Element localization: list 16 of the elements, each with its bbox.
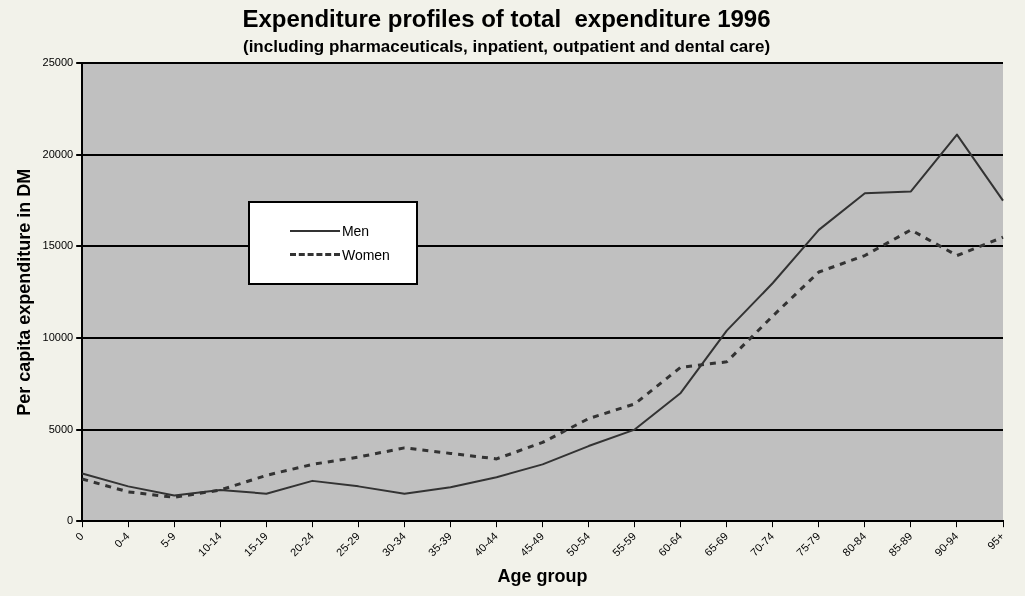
y-tick-label: 0 [67,514,74,527]
y-tick-label: 5000 [48,422,74,435]
chart-title: Expenditure profiles of total expenditure 1996 [242,5,771,33]
x-tick-label: 95+ [984,529,1007,552]
x-axis-title: Age group [497,566,588,587]
x-tick-label: 0 [72,529,86,543]
legend-label: Women [341,246,390,263]
y-axis-title: Per capita expenditure in DM [13,168,34,416]
y-tick-label: 15000 [42,239,74,252]
legend-label: Men [341,222,370,239]
y-tick-label: 20000 [42,147,74,160]
y-tick-label: 25000 [42,56,74,69]
x-tick-label: 5-9 [158,529,178,550]
y-tick-label: 10000 [42,331,74,344]
x-tick-label: 0-4 [112,529,132,550]
chart-subtitle: (including pharmaceuticals, inpatient, outpatient and dental care) [242,36,771,56]
